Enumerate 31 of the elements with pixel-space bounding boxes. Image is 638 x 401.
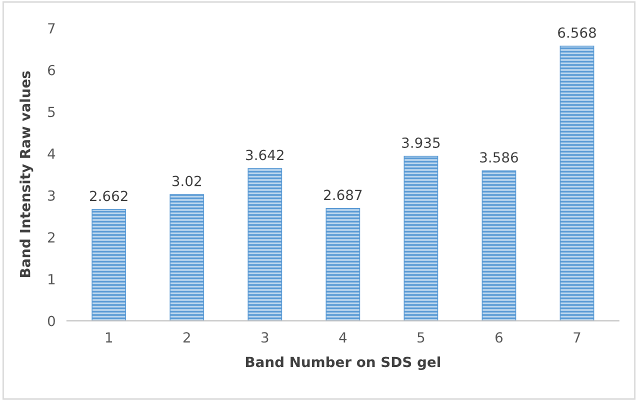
- x-axis-title: Band Number on SDS gel: [246, 356, 440, 370]
- y-axis-title: Band Intensity Raw values: [20, 71, 34, 277]
- data-label: 3.935: [402, 137, 440, 148]
- bar: [404, 156, 438, 321]
- data-label: 6.568: [558, 27, 596, 38]
- y-tick-label: 1: [48, 274, 55, 284]
- x-tick-label: 2: [183, 332, 190, 342]
- bar: [92, 209, 126, 321]
- y-tick-label: 6: [48, 64, 56, 76]
- x-tick-label: 7: [574, 332, 580, 342]
- y-tick-label: 0: [48, 316, 55, 326]
- x-tick-label: 5: [418, 332, 424, 343]
- bar: [326, 208, 360, 321]
- data-label: 2.687: [324, 190, 362, 200]
- bar: [170, 194, 204, 321]
- y-tick-label: 7: [48, 23, 55, 34]
- data-label: 2.662: [90, 190, 128, 202]
- y-tick-label: 3: [48, 190, 55, 201]
- x-tick-label: 4: [339, 332, 347, 342]
- y-tick-label: 2: [48, 232, 54, 242]
- bar: [560, 46, 594, 321]
- y-tick-label: 4: [48, 148, 56, 159]
- y-tick-label: 5: [48, 106, 55, 118]
- bar: [482, 170, 516, 321]
- x-tick-label: 1: [106, 332, 112, 342]
- x-tick-label: 3: [262, 332, 268, 343]
- data-label: 3.642: [246, 150, 284, 160]
- x-tick-label: 6: [496, 332, 503, 343]
- data-label: 3.02: [172, 176, 201, 186]
- data-label: 3.586: [480, 152, 518, 163]
- bar: [248, 168, 282, 321]
